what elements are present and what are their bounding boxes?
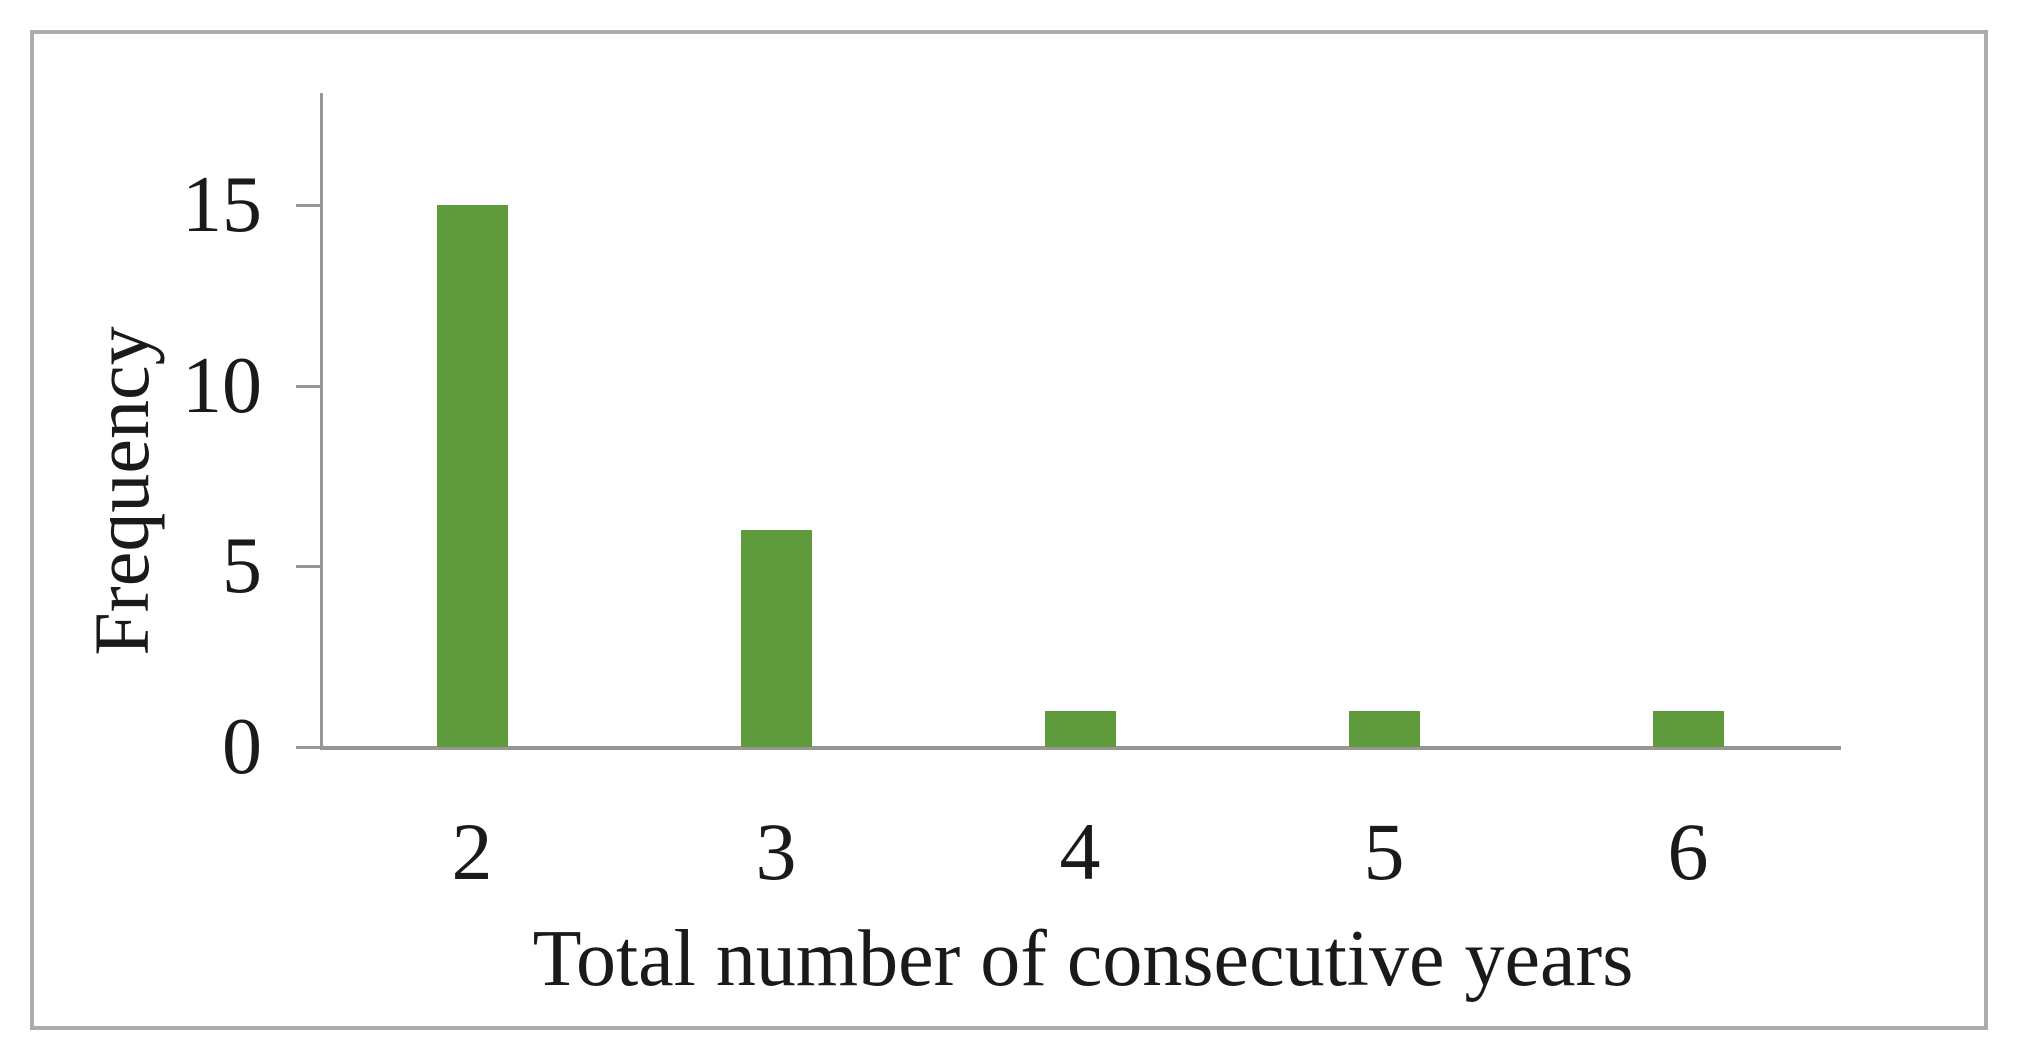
bar — [1044, 710, 1116, 747]
x-axis-line — [320, 746, 1841, 750]
bar — [1652, 710, 1724, 747]
y-tick-mark — [296, 384, 320, 388]
x-tick-label: 5 — [1363, 806, 1405, 897]
y-tick-mark — [296, 746, 320, 749]
x-tick-label: 2 — [451, 806, 493, 897]
chart-frame — [30, 30, 1988, 1030]
y-tick-mark — [296, 565, 320, 569]
y-tick-label: 5 — [222, 522, 262, 611]
y-tick-mark — [296, 204, 320, 208]
bar — [1348, 710, 1420, 747]
y-tick-label: 0 — [222, 703, 262, 791]
bar — [740, 530, 812, 747]
bar — [436, 205, 508, 747]
y-tick-label: 15 — [182, 161, 262, 250]
x-axis-title: Total number of consecutive years — [532, 915, 1634, 1003]
y-axis-line — [320, 93, 323, 750]
y-tick-label: 10 — [182, 341, 262, 430]
x-tick-label: 6 — [1667, 806, 1709, 897]
x-tick-label: 3 — [755, 806, 797, 897]
x-tick-label: 4 — [1059, 806, 1101, 897]
